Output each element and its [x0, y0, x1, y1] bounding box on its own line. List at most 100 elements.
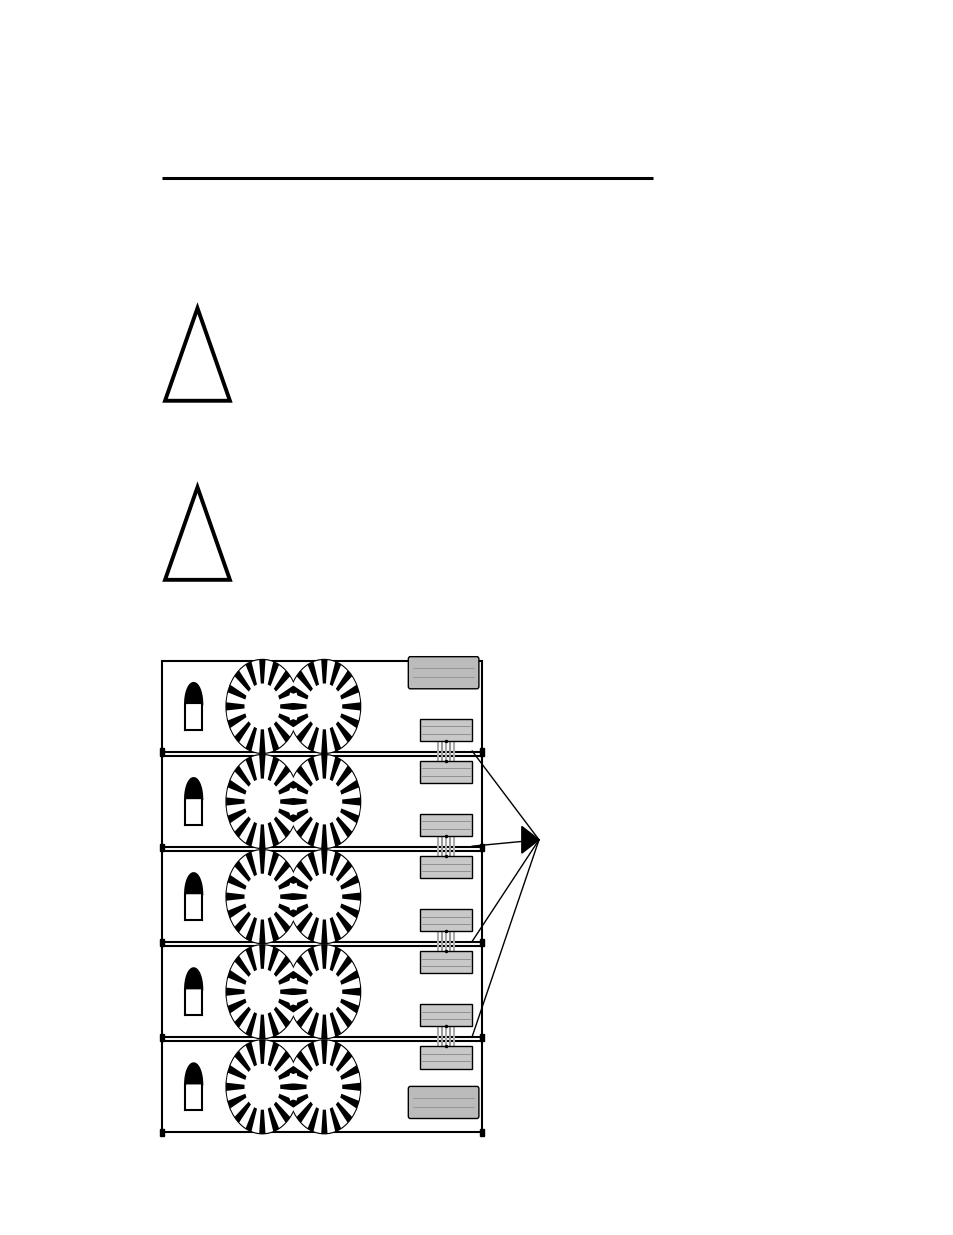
Wedge shape [314, 1108, 322, 1132]
Wedge shape [293, 772, 312, 792]
Polygon shape [185, 968, 202, 989]
Wedge shape [332, 1103, 347, 1128]
Wedge shape [270, 722, 285, 747]
Wedge shape [252, 1041, 260, 1066]
Wedge shape [301, 1008, 316, 1032]
Bar [160, 1129, 164, 1136]
Circle shape [226, 755, 298, 848]
Wedge shape [293, 716, 312, 736]
Wedge shape [274, 906, 294, 926]
Wedge shape [231, 811, 250, 831]
Circle shape [288, 755, 360, 848]
Wedge shape [336, 772, 355, 792]
Wedge shape [231, 1097, 250, 1116]
Wedge shape [326, 1041, 335, 1066]
Wedge shape [270, 1103, 285, 1128]
Wedge shape [336, 1002, 355, 1021]
Bar [185, 989, 202, 1015]
Wedge shape [301, 856, 316, 881]
Circle shape [288, 659, 360, 753]
Wedge shape [289, 693, 308, 704]
Circle shape [288, 1040, 360, 1134]
Bar [162, 661, 481, 752]
Wedge shape [274, 811, 294, 831]
Bar [419, 761, 472, 783]
Bar [160, 939, 164, 946]
Wedge shape [227, 978, 246, 989]
Wedge shape [332, 1008, 347, 1032]
Wedge shape [278, 693, 297, 704]
Bar [419, 909, 472, 931]
Wedge shape [289, 883, 308, 894]
Bar [419, 856, 472, 878]
Wedge shape [301, 761, 316, 785]
Bar [419, 1004, 472, 1026]
Wedge shape [293, 1002, 312, 1021]
Bar [162, 756, 481, 847]
Wedge shape [231, 716, 250, 736]
Wedge shape [332, 856, 347, 881]
Wedge shape [239, 666, 254, 690]
Wedge shape [239, 856, 254, 881]
Wedge shape [289, 1089, 308, 1100]
Wedge shape [314, 1013, 322, 1037]
Wedge shape [336, 1097, 355, 1116]
Wedge shape [274, 716, 294, 736]
Wedge shape [239, 722, 254, 747]
Wedge shape [264, 661, 273, 685]
Wedge shape [332, 666, 347, 690]
Circle shape [245, 969, 279, 1014]
Bar [162, 851, 481, 942]
Circle shape [226, 1040, 298, 1134]
Wedge shape [264, 918, 273, 942]
Wedge shape [293, 1057, 312, 1077]
Wedge shape [227, 1089, 246, 1100]
Circle shape [245, 684, 279, 729]
Polygon shape [521, 826, 538, 853]
Circle shape [245, 779, 279, 824]
Wedge shape [274, 772, 294, 792]
Wedge shape [252, 661, 260, 685]
Bar [160, 748, 164, 756]
Wedge shape [301, 951, 316, 976]
Wedge shape [340, 709, 359, 720]
Wedge shape [301, 913, 316, 937]
Wedge shape [332, 722, 347, 747]
Wedge shape [264, 1013, 273, 1037]
Wedge shape [231, 906, 250, 926]
Wedge shape [336, 867, 355, 887]
Wedge shape [227, 994, 246, 1005]
Wedge shape [270, 856, 285, 881]
Wedge shape [340, 788, 359, 799]
Wedge shape [278, 994, 297, 1005]
Circle shape [307, 779, 341, 824]
Wedge shape [289, 709, 308, 720]
Wedge shape [336, 677, 355, 697]
Wedge shape [326, 918, 335, 942]
Wedge shape [231, 1002, 250, 1021]
Wedge shape [264, 823, 273, 847]
Wedge shape [314, 823, 322, 847]
Wedge shape [326, 756, 335, 781]
Wedge shape [340, 693, 359, 704]
Wedge shape [278, 788, 297, 799]
Bar [185, 1084, 202, 1110]
Wedge shape [270, 951, 285, 976]
Wedge shape [252, 1013, 260, 1037]
Circle shape [226, 659, 298, 753]
Wedge shape [314, 661, 322, 685]
Wedge shape [278, 804, 297, 815]
Wedge shape [326, 946, 335, 971]
Wedge shape [326, 727, 335, 752]
Wedge shape [227, 709, 246, 720]
Bar [479, 1129, 483, 1136]
Bar [479, 1034, 483, 1041]
Wedge shape [252, 756, 260, 781]
Wedge shape [239, 761, 254, 785]
Wedge shape [264, 1041, 273, 1066]
Bar [419, 951, 472, 973]
Wedge shape [274, 1002, 294, 1021]
Wedge shape [278, 709, 297, 720]
Wedge shape [314, 946, 322, 971]
Wedge shape [227, 1073, 246, 1084]
